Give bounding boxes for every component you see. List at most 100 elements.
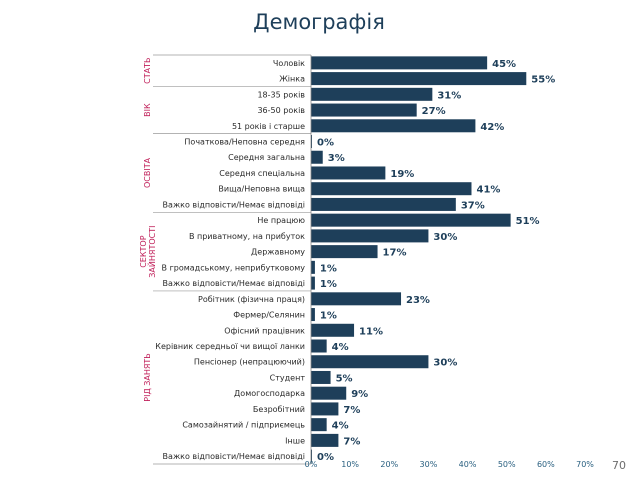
bar	[311, 323, 355, 337]
group-label-line: РІД ЗАНЯТЬ	[143, 353, 152, 402]
group-label-line: ЗАЙНЯТОСТІ	[146, 226, 157, 278]
value-label: 1%	[320, 311, 337, 322]
group-label: СТАТЬ	[143, 58, 152, 84]
value-label: 1%	[320, 263, 337, 274]
group-label-line: СТАТЬ	[143, 58, 152, 84]
group-label-line: СЕКТОР	[139, 235, 148, 268]
bar	[311, 449, 312, 463]
bar	[311, 308, 315, 322]
bar	[311, 213, 511, 227]
value-label: 51%	[516, 216, 540, 227]
category-label: 36-50 років	[257, 106, 305, 115]
category-label: Робітник (фізична праця)	[198, 295, 305, 304]
bar	[311, 245, 378, 259]
category-label: Безробітний	[253, 405, 305, 414]
value-label: 55%	[531, 75, 555, 86]
value-label: 0%	[317, 452, 334, 463]
x-tick-label: 70%	[576, 460, 594, 469]
category-label: Вища/Неповна вища	[218, 185, 305, 194]
value-label: 17%	[383, 248, 407, 259]
bar	[311, 197, 456, 211]
category-label: Самозайнятий / підприємець	[182, 421, 305, 430]
category-label: Інше	[285, 436, 305, 445]
group-label-line: ОСВІТА	[143, 157, 152, 188]
bar	[311, 150, 323, 164]
group-label: ВІК	[143, 103, 152, 117]
value-label: 27%	[422, 106, 446, 117]
category-label: Фермер/Селянин	[233, 311, 305, 320]
category-label: Початкова/Неповна середня	[184, 138, 305, 147]
value-label: 42%	[480, 122, 504, 133]
x-tick-label: 10%	[341, 460, 359, 469]
category-label: Домогосподарка	[234, 389, 305, 398]
value-label: 3%	[328, 153, 345, 164]
x-tick-label: 40%	[459, 460, 477, 469]
category-label: Студент	[270, 373, 306, 382]
category-label: Чоловік	[273, 59, 305, 68]
value-label: 4%	[332, 421, 349, 432]
value-label: 19%	[390, 169, 414, 180]
value-label: 31%	[437, 90, 461, 101]
value-label: 1%	[320, 279, 337, 290]
category-label: Державному	[251, 248, 305, 257]
category-label: Не працюю	[257, 216, 305, 225]
value-label: 9%	[351, 389, 368, 400]
value-label: 37%	[461, 200, 485, 211]
value-label: 11%	[359, 326, 383, 337]
group-label: СЕКТОРЗАЙНЯТОСТІ	[139, 226, 157, 278]
category-label: Жінка	[279, 75, 305, 84]
category-label: 51 років і старше	[232, 122, 305, 131]
x-tick-label: 50%	[498, 460, 516, 469]
category-label: В громадському, неприбутковому	[162, 263, 306, 272]
category-label: 18-35 років	[257, 90, 305, 99]
category-label: Керівник середньої чи вищої ланки	[155, 342, 305, 351]
bar	[311, 135, 312, 149]
category-label: Важко відповісти/Немає відповіді	[163, 279, 305, 288]
bar	[311, 355, 429, 369]
category-label: В приватному, на прибуток	[189, 232, 305, 241]
category-label: Середня спеціальна	[219, 169, 305, 178]
bar	[311, 260, 315, 274]
bar	[311, 166, 386, 180]
category-label: Офісний працівник	[224, 326, 305, 335]
bar	[311, 292, 402, 306]
group-label: РІД ЗАНЯТЬ	[143, 353, 152, 402]
bar	[311, 386, 347, 400]
bar	[311, 418, 327, 432]
bar	[311, 56, 488, 70]
x-tick-label: 0%	[305, 460, 318, 469]
bar	[311, 87, 433, 101]
value-label: 5%	[336, 373, 353, 384]
category-label: Середня загальна	[228, 153, 305, 162]
category-label: Важко відповісти/Немає відповіді	[163, 452, 305, 461]
value-label: 7%	[343, 405, 360, 416]
bar	[311, 103, 417, 117]
value-label: 45%	[492, 59, 516, 70]
group-label: ОСВІТА	[143, 157, 152, 188]
x-tick-label: 30%	[420, 460, 438, 469]
page-number: 70	[612, 459, 626, 472]
value-label: 23%	[406, 295, 430, 306]
value-label: 30%	[433, 232, 457, 243]
bar	[311, 72, 527, 86]
x-tick-label: 60%	[537, 460, 555, 469]
bar	[311, 339, 327, 353]
bar	[311, 229, 429, 243]
bar	[311, 402, 339, 416]
chart-title: Демографія	[253, 10, 385, 34]
group-label-line: ВІК	[143, 103, 152, 117]
bar	[311, 276, 315, 290]
value-label: 7%	[343, 436, 360, 447]
bar	[311, 370, 331, 384]
value-label: 4%	[332, 342, 349, 353]
bar	[311, 119, 476, 133]
category-label: Важко відповісти/Немає відповіді	[163, 200, 305, 209]
bar	[311, 433, 339, 447]
value-label: 41%	[476, 185, 500, 196]
bar	[311, 182, 472, 196]
category-label: Пенсіонер (непрацюючий)	[194, 358, 305, 367]
x-tick-label: 20%	[380, 460, 398, 469]
value-label: 0%	[317, 138, 334, 149]
value-label: 30%	[433, 358, 457, 369]
